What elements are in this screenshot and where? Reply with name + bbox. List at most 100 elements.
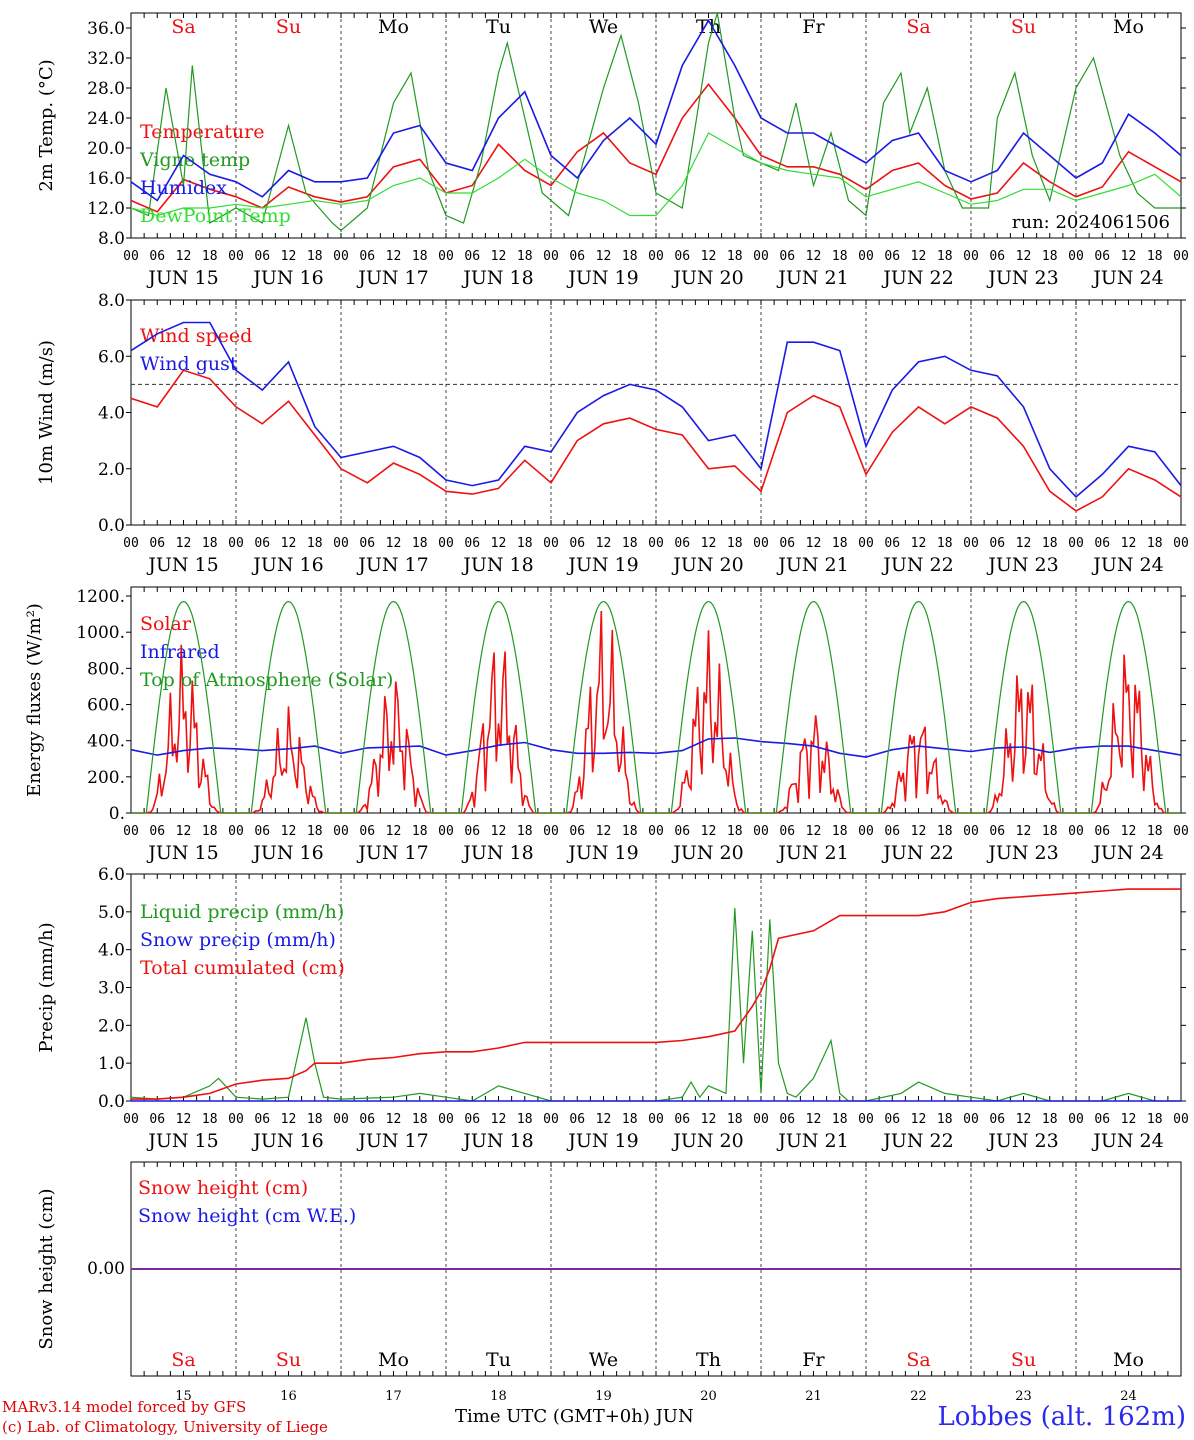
day-name: Su	[276, 16, 301, 38]
hour-label: 06	[989, 249, 1005, 264]
date-label: JUN 20	[671, 267, 743, 289]
hour-label: 18	[727, 249, 743, 264]
hour-label: 18	[202, 536, 218, 551]
day-name: Mo	[1113, 1349, 1144, 1371]
hour-label: 18	[307, 824, 323, 839]
day-name: We	[589, 1349, 618, 1371]
hour-label: 00	[753, 1112, 769, 1127]
date-label: JUN 24	[1091, 842, 1163, 864]
hour-label: 06	[674, 824, 690, 839]
hour-label: 18	[622, 824, 638, 839]
hour-label: 12	[1121, 536, 1137, 551]
hour-label: 12	[911, 824, 927, 839]
hour-label: 18	[307, 249, 323, 264]
hour-label: 18	[1147, 536, 1163, 551]
hour-label: 00	[648, 536, 664, 551]
date-label: JUN 23	[986, 842, 1058, 864]
hour-label: 12	[386, 249, 402, 264]
day-name: Tu	[486, 1349, 511, 1371]
hour-label: 12	[386, 824, 402, 839]
hour-label: 18	[412, 1112, 428, 1127]
legend-entry: DewPoint Temp	[140, 205, 291, 227]
hour-label: 06	[464, 536, 480, 551]
hour-label: 00	[438, 1112, 454, 1127]
y-axis-label: 2m Temp. (°C)	[36, 59, 57, 191]
y-axis-label: Precip (mm/h)	[36, 922, 57, 1052]
date-label: JUN 24	[1091, 554, 1163, 576]
y-tick-label: 8.0	[98, 291, 125, 311]
hour-label: 00	[753, 249, 769, 264]
series-line-total-cumulated-cm-	[131, 888, 1181, 1100]
day-number: 23	[1015, 1389, 1032, 1404]
y-tick-label: 1000.	[76, 623, 125, 643]
date-label: JUN 21	[776, 1130, 848, 1152]
hour-label: 06	[1094, 536, 1110, 551]
date-label: JUN 17	[356, 267, 428, 289]
y-tick-label: 0.00	[87, 1259, 125, 1279]
hour-label: 00	[963, 824, 979, 839]
hour-label: 00	[333, 249, 349, 264]
date-label: JUN 22	[881, 1130, 953, 1152]
day-name: We	[589, 16, 618, 38]
date-label: JUN 21	[776, 842, 848, 864]
hour-label: 06	[884, 824, 900, 839]
date-label: JUN 18	[461, 842, 533, 864]
y-tick-label: 36.0	[87, 19, 125, 39]
station-name: Lobbes (alt. 162m)	[937, 1402, 1186, 1432]
hour-label: 00	[543, 1112, 559, 1127]
hour-label: 06	[884, 536, 900, 551]
hour-label: 00	[228, 824, 244, 839]
hour-label: 06	[569, 536, 585, 551]
series-line-vigne-temp	[130, 12, 1181, 232]
y-tick-label: 5.0	[98, 903, 125, 923]
hour-label: 06	[254, 1112, 270, 1127]
hour-label: 12	[806, 1112, 822, 1127]
hour-label: 12	[386, 536, 402, 551]
series-line-wind-gust	[130, 321, 1182, 499]
hour-label: 12	[491, 536, 507, 551]
hour-label: 12	[911, 536, 927, 551]
hour-label: 00	[1068, 249, 1084, 264]
legend-entry: Wind speed	[140, 325, 252, 347]
hour-label: 18	[412, 824, 428, 839]
hour-label: 12	[701, 536, 717, 551]
hour-label: 12	[1016, 1112, 1032, 1127]
hour-label: 18	[1042, 1112, 1058, 1127]
hour-label: 18	[412, 536, 428, 551]
hour-label: 12	[281, 824, 297, 839]
date-label: JUN 17	[356, 1130, 428, 1152]
hour-label: 18	[202, 249, 218, 264]
hour-label: 00	[963, 249, 979, 264]
legend-entry: Solar	[140, 613, 192, 635]
hour-label: 06	[1094, 249, 1110, 264]
credit-model: MARv3.14 model forced by GFS	[2, 1398, 247, 1416]
day-number: 18	[490, 1389, 507, 1404]
hour-label: 18	[202, 1112, 218, 1127]
legend-entry: Infrared	[140, 641, 220, 663]
day-name: Mo	[1113, 16, 1144, 38]
y-tick-label: 4.0	[98, 941, 125, 961]
hour-label: 18	[517, 824, 533, 839]
hour-label: 18	[937, 249, 953, 264]
y-tick-label: 0.	[109, 804, 125, 824]
date-label: JUN 23	[986, 554, 1058, 576]
day-name: Sa	[906, 1349, 930, 1371]
hour-label: 00	[1173, 536, 1189, 551]
hour-label: 18	[622, 536, 638, 551]
hour-label: 18	[1147, 1112, 1163, 1127]
hour-label: 00	[1068, 536, 1084, 551]
hour-label: 00	[438, 824, 454, 839]
hour-label: 12	[1016, 536, 1032, 551]
hour-label: 12	[701, 824, 717, 839]
hour-label: 18	[1042, 249, 1058, 264]
hour-label: 18	[727, 824, 743, 839]
day-number: 19	[595, 1389, 612, 1404]
y-tick-label: 0.0	[98, 1092, 125, 1112]
y-tick-label: 3.0	[98, 979, 125, 999]
day-name: Fr	[802, 1349, 825, 1371]
y-tick-label: 600.	[87, 696, 125, 716]
hour-label: 18	[832, 536, 848, 551]
hour-label: 00	[648, 824, 664, 839]
hour-label: 12	[1016, 824, 1032, 839]
hour-label: 00	[438, 536, 454, 551]
